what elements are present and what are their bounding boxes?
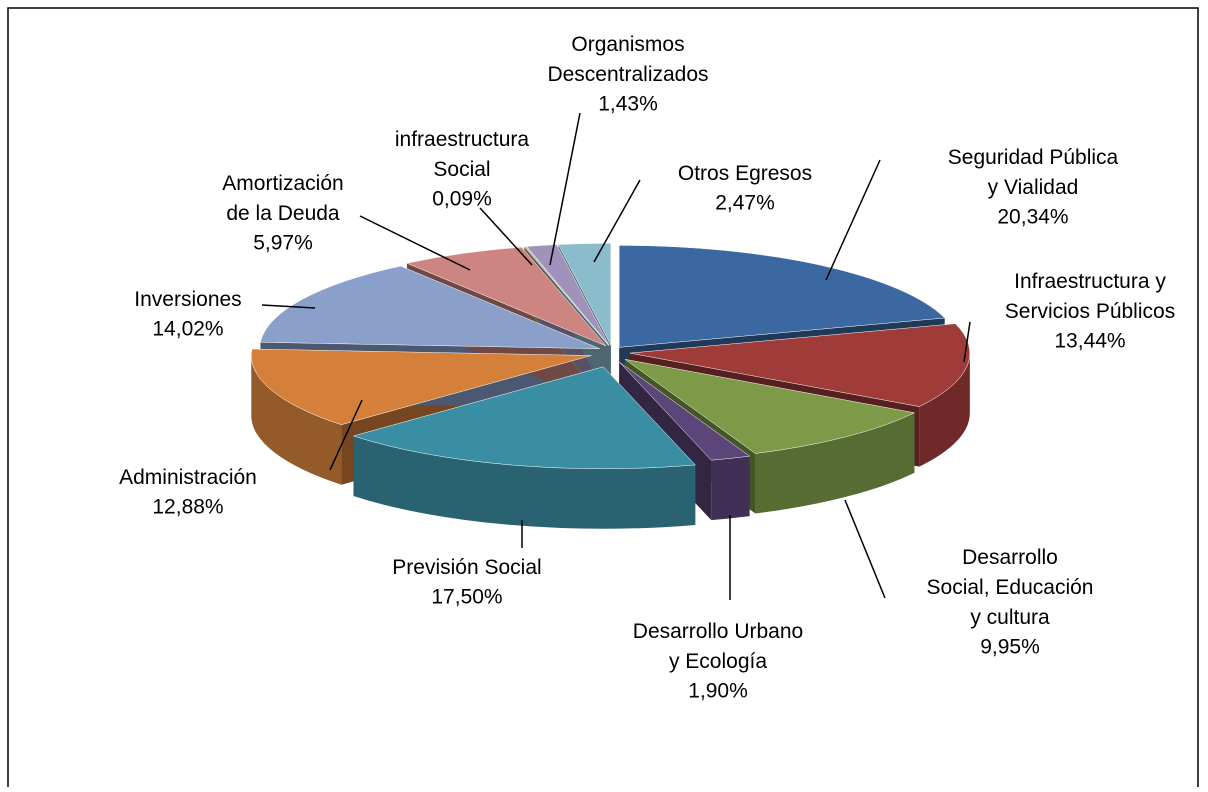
leader-line [329, 399, 363, 471]
pie-tops [251, 243, 971, 470]
slice [618, 245, 946, 348]
leader-line [825, 159, 881, 281]
slice-value-label: 2,47% [715, 192, 775, 215]
slice-value-label: 5,97% [253, 232, 313, 255]
slice [251, 348, 592, 425]
slice-label: Otros Egresos [678, 162, 812, 185]
slice-value-label: 13,44% [1054, 330, 1125, 353]
leader-line [549, 112, 581, 266]
slice-value-label: 14,02% [152, 318, 223, 341]
slice-label: Administración [119, 466, 257, 489]
slice-label: Amortización de la Deuda [222, 172, 343, 225]
leader-line [261, 304, 316, 309]
slice-label: infraestructura Social [395, 128, 530, 181]
slice-label: Previsión Social [392, 556, 541, 579]
slice [523, 246, 609, 346]
slice [619, 361, 751, 461]
slice-value-label: 20,34% [997, 206, 1068, 229]
slice-label: Infraestructura y Servicios Públicos [1005, 270, 1175, 323]
slice-value-label: 1,43% [598, 93, 658, 116]
leader-line [593, 179, 641, 263]
slice [352, 366, 696, 470]
slice-value-label: 0,09% [432, 188, 492, 211]
slice [557, 243, 612, 346]
slice-label: Desarrollo Social, Educación y cultura [927, 546, 1094, 629]
leader-line [844, 499, 886, 599]
slice-value-label: 17,50% [431, 586, 502, 609]
slice-wall [711, 456, 750, 521]
slice-wall [755, 412, 915, 514]
slice [624, 359, 916, 454]
slice-label: Seguridad Pública y Vialidad [948, 146, 1119, 199]
slice-wall [353, 435, 696, 529]
slice [260, 265, 600, 350]
slice-value-label: 12,88% [152, 496, 223, 519]
slice-wall [919, 353, 970, 467]
chart-frame [7, 7, 1199, 792]
slice [406, 246, 607, 347]
slice-wall [251, 355, 342, 485]
slice [526, 244, 610, 346]
slice-label: Desarrollo Urbano y Ecología [633, 620, 803, 673]
leader-line [359, 215, 471, 271]
slice [629, 323, 971, 407]
slice-value-label: 1,90% [688, 680, 748, 703]
slice-value-label: 9,95% [980, 636, 1040, 659]
leader-line [963, 321, 971, 363]
slice-label: Organismos Descentralizados [547, 33, 708, 86]
slice-label: Inversiones [134, 288, 241, 311]
leader-line [479, 207, 533, 266]
